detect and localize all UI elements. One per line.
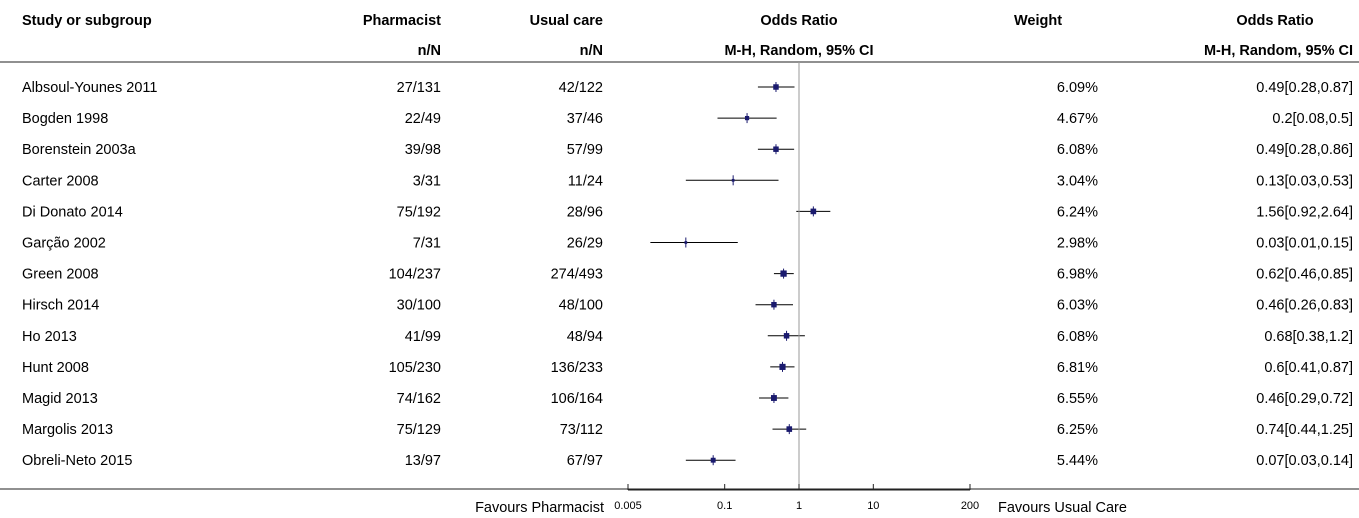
study-name: Garção 2002 (22, 236, 106, 252)
study-name: Green 2008 (22, 267, 99, 283)
study-name: Borenstein 2003a (22, 142, 137, 158)
usual-care-events: 67/97 (567, 453, 603, 469)
usual-care-events: 48/100 (559, 298, 603, 314)
study-name: Magid 2013 (22, 391, 98, 407)
study-weight: 5.44% (1057, 453, 1098, 469)
odds-ratio-ci-text: 0.13[0.03,0.53] (1256, 173, 1353, 189)
odds-ratio-ci-text: 0.6[0.41,0.87] (1264, 360, 1353, 376)
study-row: Borenstein 2003a 39/98 57/99 6.08% 0.49[0.28… (22, 142, 1353, 158)
pharmacist-events: 75/192 (397, 204, 441, 220)
study-name: Hirsch 2014 (22, 298, 99, 314)
study-row: Ho 2013 41/99 48/94 6.08% 0.68[0.38,1.2] (22, 329, 1353, 345)
study-weight: 6.03% (1057, 298, 1098, 314)
pharmacist-events: 75/129 (397, 422, 441, 438)
odds-ratio-ci-text: 0.2[0.08,0.5] (1272, 111, 1353, 127)
study-row: Carter 2008 3/31 11/24 3.04% 0.13[0.03,0.53] (22, 173, 1353, 189)
axis-tick-label: 10 (867, 500, 879, 512)
usual-care-events: 37/46 (567, 111, 603, 127)
odds-ratio-ci-text: 1.56[0.92,2.64] (1256, 204, 1353, 220)
header-plot-sub: M-H, Random, 95% CI (724, 43, 873, 59)
usual-care-events: 106/164 (551, 391, 603, 407)
study-weight: 6.25% (1057, 422, 1098, 438)
axis-tick-label: 0.1 (717, 500, 732, 512)
header-study: Study or subgroup (22, 13, 152, 29)
study-row: Hirsch 2014 30/100 48/100 6.03% 0.46[0.26,0.… (22, 298, 1353, 314)
header-weight: Weight (1014, 13, 1062, 29)
axis-tick-label: 200 (961, 500, 979, 512)
study-name: Albsoul-Younes 2011 (22, 80, 157, 96)
header-ci: Odds Ratio (1236, 13, 1313, 29)
pharmacist-events: 104/237 (389, 267, 441, 283)
pharmacist-events: 7/31 (413, 236, 441, 252)
usual-care-events: 28/96 (567, 204, 603, 220)
pharmacist-events: 22/49 (405, 111, 441, 127)
usual-care-events: 48/94 (567, 329, 603, 345)
study-weight: 6.08% (1057, 142, 1098, 158)
axis-tick-label: 1 (796, 500, 802, 512)
study-row: Di Donato 2014 75/192 28/96 6.24% 1.56[0.92,… (22, 204, 1353, 220)
study-name: Ho 2013 (22, 329, 77, 345)
odds-ratio-ci-text: 0.68[0.38,1.2] (1264, 329, 1353, 345)
study-row: Garção 2002 7/31 26/29 2.98% 0.03[0.01,0.15] (22, 236, 1353, 252)
usual-care-events: 73/112 (560, 422, 603, 438)
study-name: Obreli-Neto 2015 (22, 453, 132, 469)
header-group2-sub: n/N (580, 43, 603, 59)
study-name: Di Donato 2014 (22, 204, 123, 220)
study-weight: 6.55% (1057, 391, 1098, 407)
header-group1: Pharmacist (363, 13, 441, 29)
study-row: Obreli-Neto 2015 13/97 67/97 5.44% 0.07[0.03… (22, 453, 1353, 469)
study-weight: 6.09% (1057, 80, 1098, 96)
odds-ratio-ci-text: 0.62[0.46,0.85] (1256, 267, 1353, 283)
usual-care-events: 274/493 (551, 267, 603, 283)
odds-ratio-ci-text: 0.49[0.28,0.87] (1256, 80, 1353, 96)
study-row: Hunt 2008 105/230 136/233 6.81% 0.6[0.41,0.8… (22, 360, 1353, 376)
study-weight: 6.81% (1057, 360, 1098, 376)
usual-care-events: 57/99 (567, 142, 603, 158)
header-group2: Usual care (530, 13, 603, 29)
odds-ratio-ci-text: 0.74[0.44,1.25] (1256, 422, 1353, 438)
odds-ratio-ci-text: 0.03[0.01,0.15] (1256, 236, 1353, 252)
odds-ratio-ci-text: 0.49[0.28,0.86] (1256, 142, 1353, 158)
pharmacist-events: 39/98 (405, 142, 441, 158)
study-weight: 6.24% (1057, 204, 1098, 220)
pharmacist-events: 3/31 (413, 173, 441, 189)
study-rows: Albsoul-Younes 2011 27/131 42/122 6.09% 0.49… (22, 80, 1353, 469)
x-axis: 0.005 0.1 1 10 200 (0, 484, 1359, 512)
study-row: Albsoul-Younes 2011 27/131 42/122 6.09% 0.49… (22, 80, 1353, 96)
favours-right-label: Favours Usual Care (998, 500, 1127, 516)
study-row: Margolis 2013 75/129 73/112 6.25% 0.74[0.44,… (22, 422, 1353, 438)
study-weight: 6.08% (1057, 329, 1098, 345)
pharmacist-events: 74/162 (397, 391, 441, 407)
study-weight: 2.98% (1057, 236, 1098, 252)
study-name: Bogden 1998 (22, 111, 108, 127)
usual-care-events: 136/233 (551, 360, 603, 376)
pharmacist-events: 105/230 (389, 360, 441, 376)
study-row: Bogden 1998 22/49 37/46 4.67% 0.2[0.08,0.5] (22, 111, 1353, 127)
usual-care-events: 11/24 (568, 173, 603, 189)
header-ci-sub: M-H, Random, 95% CI (1204, 43, 1353, 59)
usual-care-events: 42/122 (559, 80, 603, 96)
header-plot: Odds Ratio (760, 13, 837, 29)
study-weight: 6.98% (1057, 267, 1098, 283)
study-row: Green 2008 104/237 274/493 6.98% 0.62[0.46,0… (22, 267, 1353, 283)
study-weight: 4.67% (1057, 111, 1098, 127)
header-group1-sub: n/N (418, 43, 441, 59)
pharmacist-events: 30/100 (397, 298, 441, 314)
favours-left-label: Favours Pharmacist (475, 500, 604, 516)
study-name: Hunt 2008 (22, 360, 89, 376)
odds-ratio-ci-text: 0.46[0.26,0.83] (1256, 298, 1353, 314)
usual-care-events: 26/29 (567, 236, 603, 252)
pharmacist-events: 13/97 (405, 453, 441, 469)
odds-ratio-ci-text: 0.07[0.03,0.14] (1256, 453, 1353, 469)
pharmacist-events: 27/131 (397, 80, 441, 96)
study-name: Carter 2008 (22, 173, 99, 189)
study-row: Magid 2013 74/162 106/164 6.55% 0.46[0.29,0.… (22, 391, 1353, 407)
study-name: Margolis 2013 (22, 422, 113, 438)
pharmacist-events: 41/99 (405, 329, 441, 345)
axis-tick-label: 0.005 (614, 500, 642, 512)
odds-ratio-ci-text: 0.46[0.29,0.72] (1256, 391, 1353, 407)
study-weight: 3.04% (1057, 173, 1098, 189)
